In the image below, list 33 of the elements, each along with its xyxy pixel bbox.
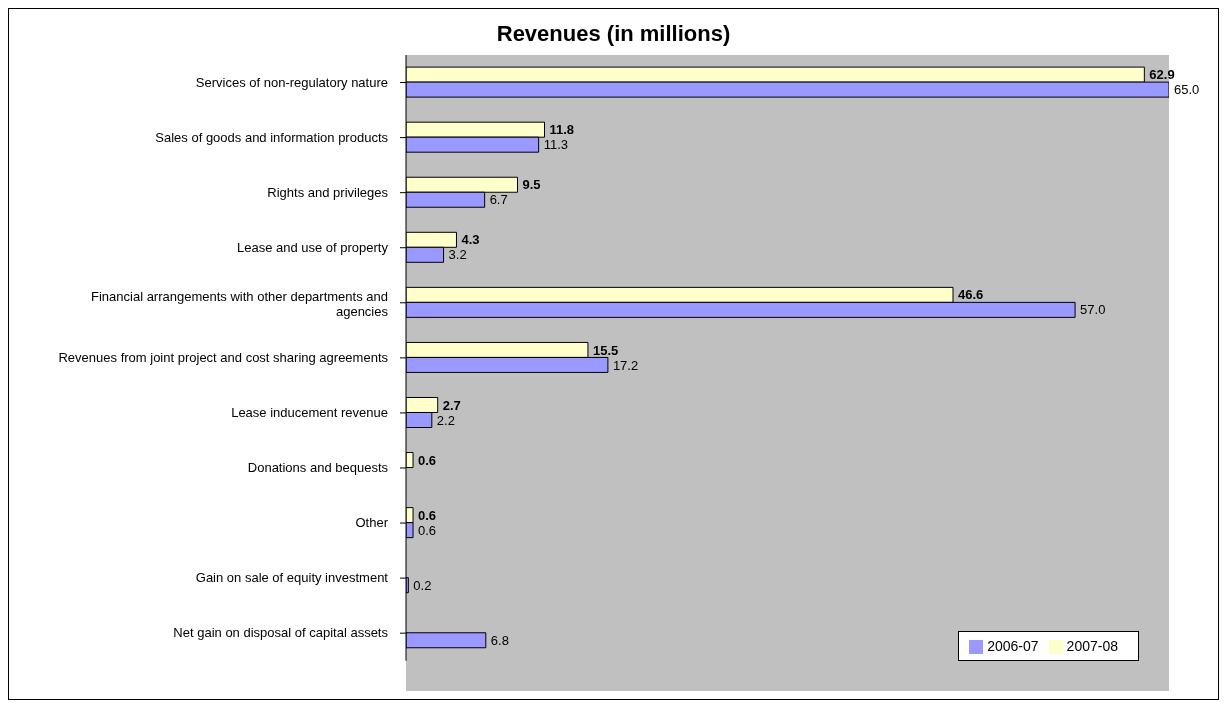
y-tick-label: Sales of goods and information products bbox=[155, 129, 389, 145]
y-tick-label: Financial arrangements with other departments and agencies bbox=[91, 288, 389, 319]
y-tick-label: Lease and use of property bbox=[236, 239, 389, 255]
data-label: 2.2 bbox=[436, 412, 455, 428]
y-tick-label: Other bbox=[355, 515, 389, 531]
data-label: 65.0 bbox=[1174, 82, 1200, 98]
y-tick-label: Lease inducement revenue bbox=[231, 404, 388, 420]
data-label: 9.5 bbox=[522, 177, 541, 193]
y-tick-label: Donations and bequests bbox=[247, 459, 389, 475]
data-label: 15.5 bbox=[592, 342, 619, 358]
data-label: 17.2 bbox=[612, 357, 639, 373]
data-label: 6.7 bbox=[489, 192, 508, 208]
data-label: 0.2 bbox=[413, 577, 432, 593]
y-tick-label: Net gain on disposal of capital assets bbox=[173, 625, 389, 641]
chart-title: Revenues (in millions) bbox=[495, 21, 732, 48]
data-label: 3.2 bbox=[448, 247, 467, 263]
legend-label: 2006-07 bbox=[987, 637, 1039, 654]
data-label: 4.3 bbox=[461, 232, 480, 248]
data-label: 62.9 bbox=[1149, 67, 1175, 83]
data-label: 0.6 bbox=[418, 507, 437, 523]
y-tick-label: Services of non-regulatory nature bbox=[195, 74, 388, 90]
data-label: 11.3 bbox=[543, 137, 568, 153]
data-label: 46.6 bbox=[958, 287, 984, 303]
legend-label: 2007-08 bbox=[1066, 637, 1118, 654]
data-label: 11.8 bbox=[549, 122, 575, 138]
y-tick-label: Gain on sale of equity investment bbox=[195, 570, 389, 586]
data-label: 0.6 bbox=[418, 522, 437, 538]
data-label: 57.0 bbox=[1080, 302, 1106, 318]
data-label: 0.6 bbox=[418, 452, 437, 468]
y-tick-label: Rights and privileges bbox=[267, 184, 389, 200]
data-label: 2.7 bbox=[442, 397, 461, 413]
y-tick-label: Revenues from joint project and cost sharing agreements bbox=[58, 349, 389, 365]
data-label: 6.8 bbox=[490, 632, 509, 648]
